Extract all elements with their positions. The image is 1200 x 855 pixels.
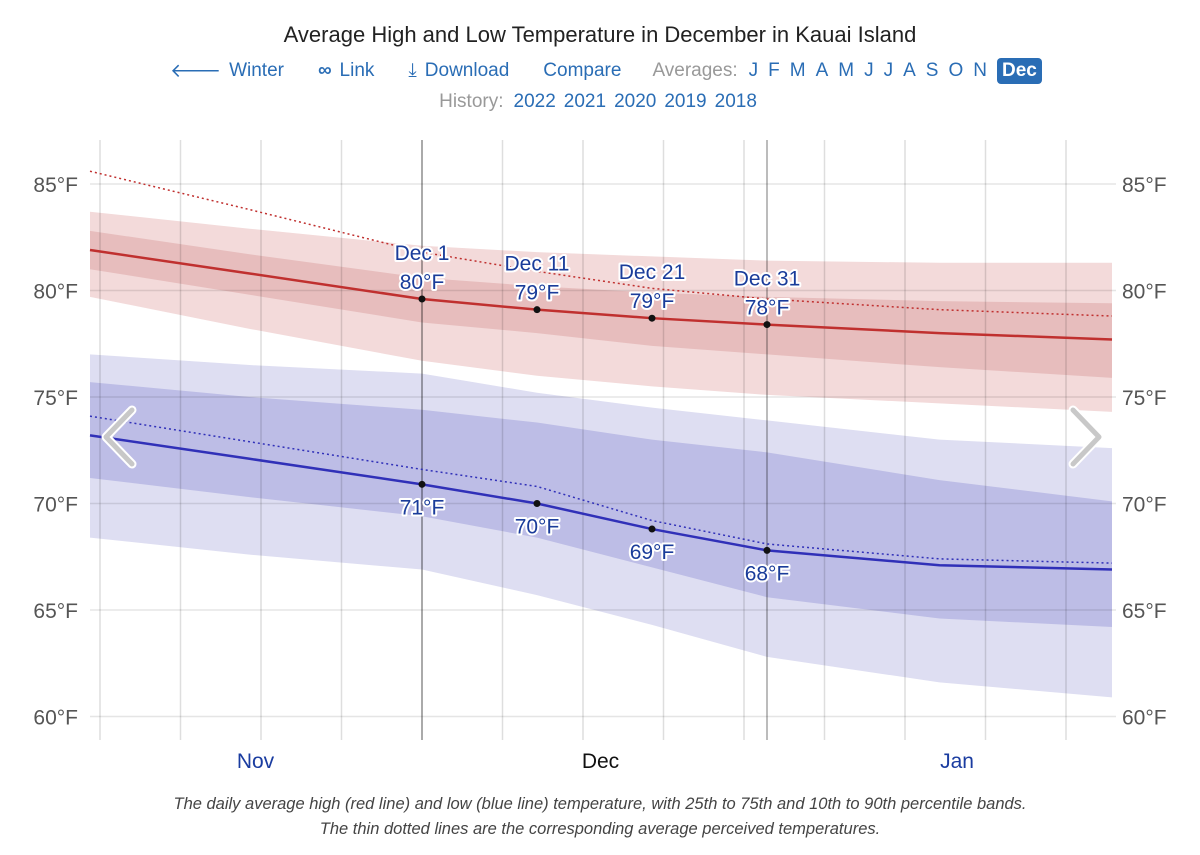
history-year-2022[interactable]: 2022 bbox=[513, 91, 556, 112]
high-band-25-75 bbox=[90, 230, 1112, 378]
winter-label: Winter bbox=[229, 60, 284, 81]
y-tick-left: 70°F bbox=[33, 494, 78, 517]
download-icon: ⤓ bbox=[408, 60, 417, 81]
high-line bbox=[89, 248, 1113, 341]
caption-line-2: The thin dotted lines are the correspond… bbox=[319, 820, 881, 838]
history-year-2019[interactable]: 2019 bbox=[664, 91, 707, 112]
annotation-low: 69°F bbox=[630, 541, 675, 564]
link-label: Link bbox=[339, 60, 375, 81]
y-tick-right: 75°F bbox=[1122, 387, 1167, 410]
y-tick-left: 85°F bbox=[33, 174, 78, 197]
chevron-right-icon[interactable] bbox=[1070, 407, 1102, 467]
month-link-1[interactable]: F bbox=[768, 60, 780, 81]
y-tick-left: 75°F bbox=[33, 387, 78, 410]
averages-label: Averages: bbox=[652, 60, 738, 81]
month-link-4[interactable]: M bbox=[838, 60, 855, 81]
annotation-date: Dec 1 bbox=[395, 242, 450, 265]
month-link-2[interactable]: M bbox=[789, 60, 806, 81]
month-link-6[interactable]: J bbox=[883, 60, 894, 81]
chevron-left-icon[interactable] bbox=[103, 407, 135, 467]
low-point bbox=[763, 546, 771, 554]
y-tick-right: 70°F bbox=[1122, 494, 1167, 517]
low-perceived-line bbox=[89, 415, 1113, 564]
y-tick-right: 85°F bbox=[1122, 174, 1167, 197]
annotation-low: 68°F bbox=[745, 562, 790, 585]
annotation-high: 79°F bbox=[515, 282, 560, 305]
caption-line-1: The daily average high (red line) and lo… bbox=[173, 795, 1027, 813]
month-link-8[interactable]: S bbox=[925, 60, 939, 81]
winter-link[interactable]: 🡐 Winter bbox=[170, 59, 284, 83]
annotation-date: Dec 21 bbox=[619, 261, 686, 284]
y-tick-left: 65°F bbox=[33, 600, 78, 623]
link-link[interactable]: ∞ Link bbox=[318, 60, 374, 82]
y-tick-right: 80°F bbox=[1122, 281, 1167, 304]
history-links: History: 2022 2021 2020 2019 2018 bbox=[0, 91, 1200, 113]
y-tick-right: 60°F bbox=[1122, 707, 1167, 730]
month-link-7[interactable]: A bbox=[903, 60, 916, 81]
chart-caption: The daily average high (red line) and lo… bbox=[0, 792, 1200, 842]
annotation-low: 70°F bbox=[515, 516, 560, 539]
low-line bbox=[89, 434, 1113, 571]
history-year-2020[interactable]: 2020 bbox=[614, 91, 657, 112]
low-band-25-75 bbox=[90, 382, 1112, 628]
low-point bbox=[418, 480, 426, 488]
arrow-left-icon: 🡐 bbox=[170, 61, 222, 82]
history-year-2018[interactable]: 2018 bbox=[714, 91, 757, 112]
high-point bbox=[763, 321, 771, 329]
chart-title: Average High and Low Temperature in Dece… bbox=[283, 22, 917, 47]
x-month-label: Jan bbox=[940, 750, 974, 773]
annotation-high: 79°F bbox=[630, 290, 675, 313]
month-links: J F M A M J J A S O N Dec bbox=[744, 58, 1047, 84]
low-point bbox=[533, 500, 541, 507]
y-tick-right: 65°F bbox=[1122, 600, 1167, 623]
history-label: History: bbox=[439, 91, 504, 112]
high-point bbox=[648, 314, 656, 322]
y-tick-left: 60°F bbox=[33, 707, 78, 730]
high-point bbox=[418, 295, 426, 303]
month-link-9[interactable]: O bbox=[948, 60, 964, 81]
x-month-label: Nov bbox=[237, 750, 275, 773]
month-link-3[interactable]: A bbox=[815, 60, 829, 81]
history-year-2021[interactable]: 2021 bbox=[563, 91, 607, 112]
month-link-11[interactable]: Dec bbox=[997, 58, 1042, 84]
chart-nav: 🡐 Winter ∞ Link ⤓ Download Compare Averages… bbox=[0, 58, 1200, 84]
download-label: Download bbox=[424, 60, 510, 81]
annotation-high: 80°F bbox=[400, 271, 445, 294]
annotation-high: 78°F bbox=[745, 297, 790, 320]
high-point bbox=[533, 306, 541, 314]
link-icon: ∞ bbox=[317, 60, 332, 81]
month-link-10[interactable]: N bbox=[973, 60, 987, 81]
annotation-date: Dec 11 bbox=[505, 253, 570, 276]
compare-link[interactable]: Compare bbox=[543, 60, 622, 81]
download-link[interactable]: ⤓ Download bbox=[408, 60, 509, 82]
low-point bbox=[648, 525, 656, 533]
y-tick-left: 80°F bbox=[33, 281, 78, 304]
high-perceived-line bbox=[89, 170, 1113, 317]
x-month-label: Dec bbox=[582, 750, 619, 773]
month-link-5[interactable]: J bbox=[864, 60, 874, 81]
annotation-low: 71°F bbox=[400, 496, 445, 519]
month-link-0[interactable]: J bbox=[748, 60, 759, 81]
annotation-date: Dec 31 bbox=[734, 268, 801, 291]
